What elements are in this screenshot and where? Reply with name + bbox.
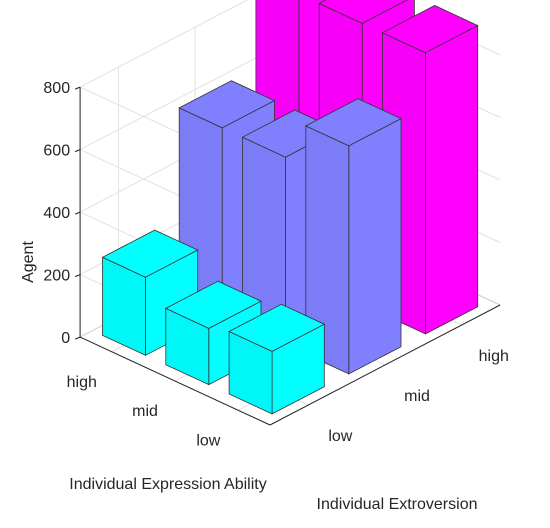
- x-axis-label: Individual Extroversion: [317, 496, 478, 513]
- y-tick-label: mid: [132, 403, 158, 420]
- z-axis-label: Agent: [20, 241, 37, 283]
- bar-top-face: [228, 303, 326, 352]
- z-tick-label: 200: [43, 268, 70, 285]
- z-tick-label: 400: [43, 205, 70, 222]
- bar-top-face: [304, 98, 402, 147]
- y-tick-label: low: [196, 432, 220, 449]
- y-axis-label: Individual Expression Ability: [69, 476, 266, 493]
- z-tick: [74, 336, 81, 340]
- y-axis-line: [79, 336, 271, 426]
- z-tick-label: 600: [43, 143, 70, 160]
- x-tick-label: high: [479, 348, 509, 365]
- z-tick: [74, 149, 81, 153]
- x-tick-label: mid: [404, 388, 430, 405]
- bar-front-face: [348, 117, 402, 375]
- bar-top-face: [101, 229, 199, 278]
- bar: [304, 98, 402, 375]
- z-tick: [74, 211, 81, 215]
- axis-lines: [74, 86, 501, 426]
- x-axis-line: [269, 304, 501, 426]
- bar-top-face: [318, 0, 408, 24]
- bar-top-face: [178, 80, 276, 129]
- z-tick-label: 0: [61, 330, 70, 347]
- z-tick: [74, 274, 81, 278]
- bars: [101, 0, 479, 415]
- y-tick-label: high: [67, 374, 97, 391]
- bar-top-face: [164, 280, 262, 329]
- bar: [228, 303, 326, 415]
- z-tick: [74, 86, 81, 90]
- x-tick-label: low: [328, 428, 352, 445]
- bar-top-face: [381, 5, 479, 54]
- bar-front-face: [425, 24, 479, 335]
- z-tick-label: 800: [43, 80, 70, 97]
- tick-labels: 0 200 400 600 800 low mid high high mid low: [43, 80, 508, 449]
